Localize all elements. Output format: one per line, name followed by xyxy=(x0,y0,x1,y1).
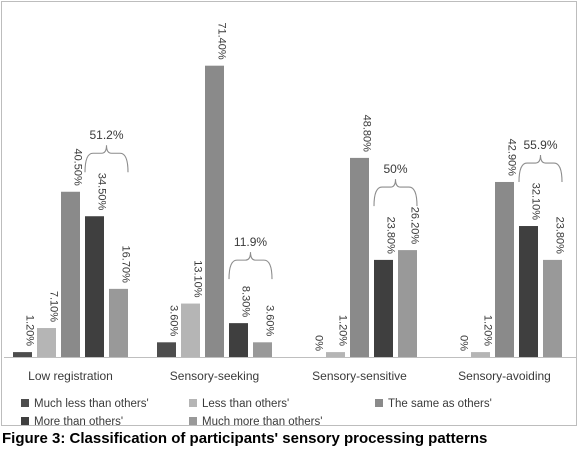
tick-label-low-registration: Low registration xyxy=(28,369,113,383)
bracket-sensory-sensitive xyxy=(373,179,418,207)
data-label: 42.90% xyxy=(506,139,518,177)
data-label: 34.50% xyxy=(96,173,108,211)
bar-sensory-avoiding-less-than-others xyxy=(471,352,490,357)
bar-chart: 1.20% 7.10% 40.50% 34.50% 16.70% 3.60% 13.10% 7… xyxy=(4,22,576,427)
legend-label-the-same-as-others: The same as others' xyxy=(388,398,492,410)
bar-low-registration-much-more-than-others xyxy=(109,288,128,357)
data-label: 1.20% xyxy=(482,315,494,346)
data-label: 71.40% xyxy=(216,22,228,60)
bar-sensory-sensitive-more-than-others xyxy=(374,259,393,357)
bar-sensory-avoiding-the-same-as-others xyxy=(495,181,514,357)
tick-label-sensory-seeking: Sensory-seeking xyxy=(170,369,259,383)
bar-sensory-avoiding-more-than-others xyxy=(519,226,538,357)
bar-low-registration-less-than-others xyxy=(37,328,56,357)
bar-sensory-avoiding-much-more-than-others xyxy=(543,259,562,357)
bracket-low-registration xyxy=(84,145,129,173)
data-label: 26.20% xyxy=(409,207,421,245)
data-label: 1.20% xyxy=(24,315,36,346)
bracket-sensory-seeking xyxy=(228,252,273,280)
tick-label-sensory-sensitive: Sensory-sensitive xyxy=(312,369,407,383)
bracket-label-sensory-avoiding: 55.9% xyxy=(523,138,557,152)
bar-sensory-seeking-less-than-others xyxy=(181,303,200,357)
data-label: 0% xyxy=(313,335,325,351)
data-label: 23.80% xyxy=(554,217,566,255)
bar-low-registration-much-less-than-others xyxy=(13,352,32,357)
chart-frame: 1.20% 7.10% 40.50% 34.50% 16.70% 3.60% 13.10% 7… xyxy=(1,1,577,427)
legend-swatch-much-less-than-others xyxy=(21,399,29,407)
data-label: 8.30% xyxy=(240,286,252,317)
bar-low-registration-more-than-others xyxy=(85,216,104,357)
data-label: 7.10% xyxy=(48,291,60,322)
data-label: 16.70% xyxy=(120,246,132,284)
legend-label-more-than-others: More than others' xyxy=(34,416,123,427)
data-label: 13.10% xyxy=(192,260,204,298)
legend-swatch-more-than-others xyxy=(21,417,29,425)
legend-label-much-less-than-others: Much less than others' xyxy=(34,398,149,410)
legend-swatch-less-than-others xyxy=(189,399,197,407)
bar-sensory-sensitive-much-more-than-others xyxy=(398,250,417,357)
bar-sensory-seeking-much-less-than-others xyxy=(157,342,176,357)
figure-caption: Figure 3: Classification of participants… xyxy=(2,430,488,447)
bar-sensory-sensitive-the-same-as-others xyxy=(350,157,369,357)
data-label: 0% xyxy=(458,335,470,351)
data-label: 3.60% xyxy=(168,305,180,336)
legend-swatch-the-same-as-others xyxy=(375,399,383,407)
bracket-label-low-registration: 51.2% xyxy=(89,128,123,142)
bracket-label-sensory-sensitive: 50% xyxy=(383,162,407,176)
bar-low-registration-the-same-as-others xyxy=(61,191,80,357)
bar-sensory-seeking-more-than-others xyxy=(229,323,248,357)
data-label: 40.50% xyxy=(72,148,84,186)
bar-sensory-seeking-much-more-than-others xyxy=(253,342,272,357)
data-label: 3.60% xyxy=(264,305,276,336)
data-label: 23.80% xyxy=(385,217,397,255)
legend-swatch-much-more-than-others xyxy=(189,417,197,425)
data-label: 48.80% xyxy=(361,115,373,153)
bracket-label-sensory-seeking: 11.9% xyxy=(234,235,267,249)
legend-label-less-than-others: Less than others' xyxy=(202,398,289,410)
bar-sensory-sensitive-less-than-others xyxy=(326,352,345,357)
bar-sensory-seeking-the-same-as-others xyxy=(205,65,224,358)
data-label: 1.20% xyxy=(337,315,349,346)
bracket-sensory-avoiding xyxy=(518,155,563,183)
tick-label-sensory-avoiding: Sensory-avoiding xyxy=(458,369,551,383)
legend-label-much-more-than-others: Much more than others' xyxy=(202,416,322,427)
data-label: 32.10% xyxy=(530,183,542,221)
